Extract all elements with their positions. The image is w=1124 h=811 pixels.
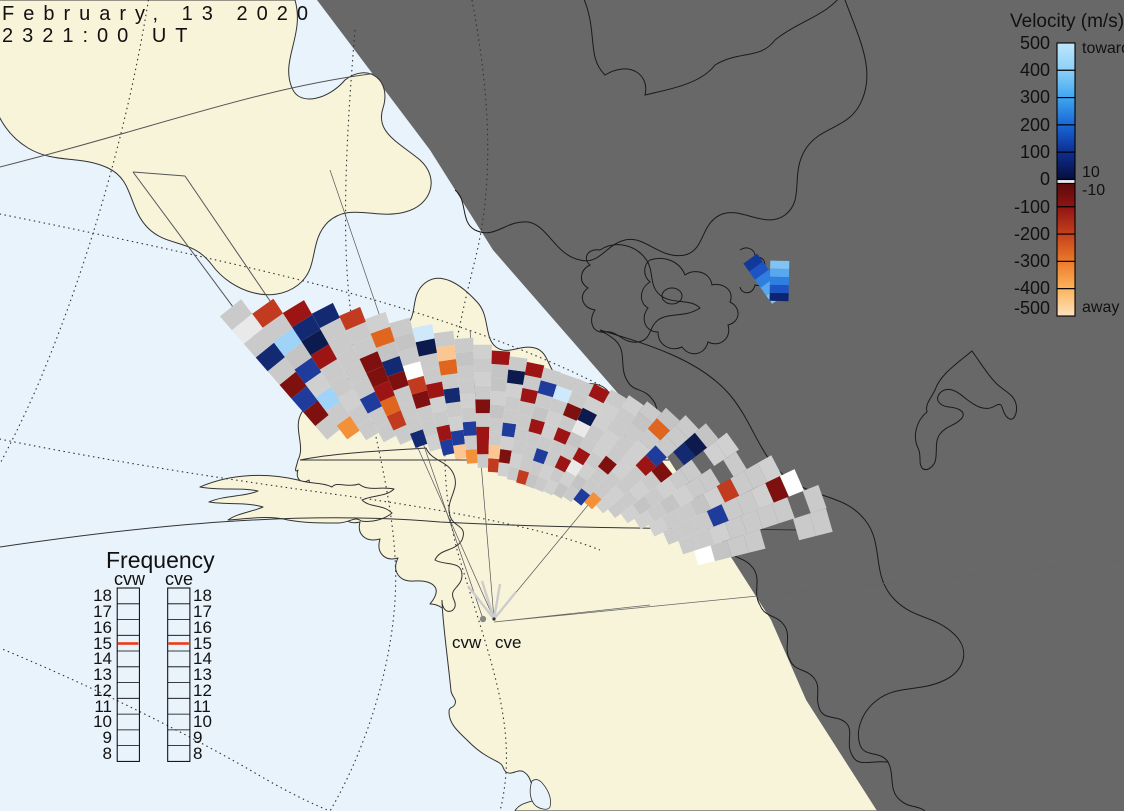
svg-text:-500: -500: [1014, 298, 1050, 318]
svg-text:2321:00 UT: 2321:00 UT: [2, 25, 197, 47]
svg-text:500: 500: [1020, 33, 1050, 53]
svg-text:-400: -400: [1014, 278, 1050, 298]
svg-text:0: 0: [1040, 169, 1050, 189]
svg-text:200: 200: [1020, 115, 1050, 135]
svg-text:toward: toward: [1082, 40, 1124, 57]
svg-text:8: 8: [193, 744, 202, 763]
svg-text:-10: -10: [1082, 182, 1105, 199]
svg-text:-100: -100: [1014, 197, 1050, 217]
svg-text:100: 100: [1020, 142, 1050, 162]
svg-text:cve: cve: [165, 569, 193, 589]
svg-text:-200: -200: [1014, 224, 1050, 244]
svg-text:-300: -300: [1014, 251, 1050, 271]
svg-text:cvw: cvw: [452, 633, 482, 652]
svg-text:8: 8: [103, 744, 112, 763]
svg-text:cve: cve: [495, 633, 521, 652]
svg-text:February, 13 2020: February, 13 2020: [2, 3, 317, 25]
svg-text:10: 10: [1082, 164, 1100, 181]
svg-text:away: away: [1082, 299, 1119, 316]
svg-text:300: 300: [1020, 87, 1050, 107]
svg-text:400: 400: [1020, 60, 1050, 80]
svg-text:cvw: cvw: [114, 569, 146, 589]
svg-text:Velocity (m/s): Velocity (m/s): [1010, 11, 1124, 32]
